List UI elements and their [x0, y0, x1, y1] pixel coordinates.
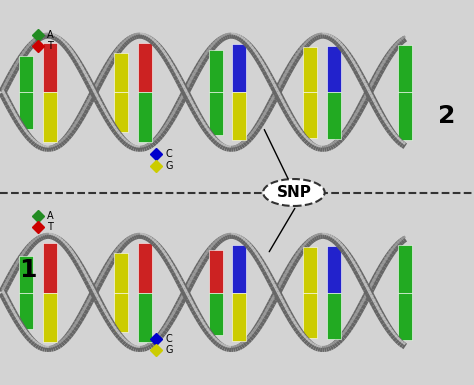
Bar: [232, 92, 246, 140]
Bar: [114, 253, 128, 293]
Bar: [303, 247, 318, 293]
Text: SNP: SNP: [276, 185, 311, 200]
Bar: [303, 92, 318, 138]
Bar: [398, 45, 412, 92]
Bar: [398, 245, 412, 293]
Bar: [327, 246, 341, 293]
Bar: [19, 256, 33, 293]
Bar: [209, 293, 223, 335]
Text: T: T: [47, 222, 53, 232]
Bar: [19, 92, 33, 129]
Text: G: G: [166, 345, 173, 355]
Text: G: G: [166, 161, 173, 171]
Bar: [327, 92, 341, 139]
Bar: [43, 92, 57, 142]
Text: T: T: [47, 41, 53, 51]
Bar: [398, 293, 412, 340]
Bar: [43, 293, 57, 342]
Bar: [327, 46, 341, 92]
Text: 2: 2: [438, 104, 455, 127]
Bar: [19, 293, 33, 329]
Bar: [114, 92, 128, 132]
Bar: [43, 243, 57, 293]
Bar: [232, 293, 246, 340]
Bar: [137, 243, 152, 293]
Bar: [232, 45, 246, 92]
Text: A: A: [47, 30, 54, 40]
Bar: [209, 50, 223, 92]
Ellipse shape: [263, 179, 325, 206]
Bar: [137, 293, 152, 342]
Text: C: C: [166, 149, 173, 159]
Bar: [43, 43, 57, 92]
Bar: [303, 293, 318, 338]
Bar: [137, 43, 152, 92]
Bar: [398, 92, 412, 140]
Bar: [327, 293, 341, 339]
Bar: [114, 53, 128, 92]
Bar: [19, 56, 33, 92]
Bar: [303, 47, 318, 92]
Bar: [209, 92, 223, 135]
Bar: [209, 250, 223, 293]
Text: 1: 1: [19, 258, 36, 281]
Text: A: A: [47, 211, 54, 221]
Bar: [137, 92, 152, 142]
Text: C: C: [166, 334, 173, 344]
Bar: [232, 245, 246, 293]
Bar: [114, 293, 128, 332]
